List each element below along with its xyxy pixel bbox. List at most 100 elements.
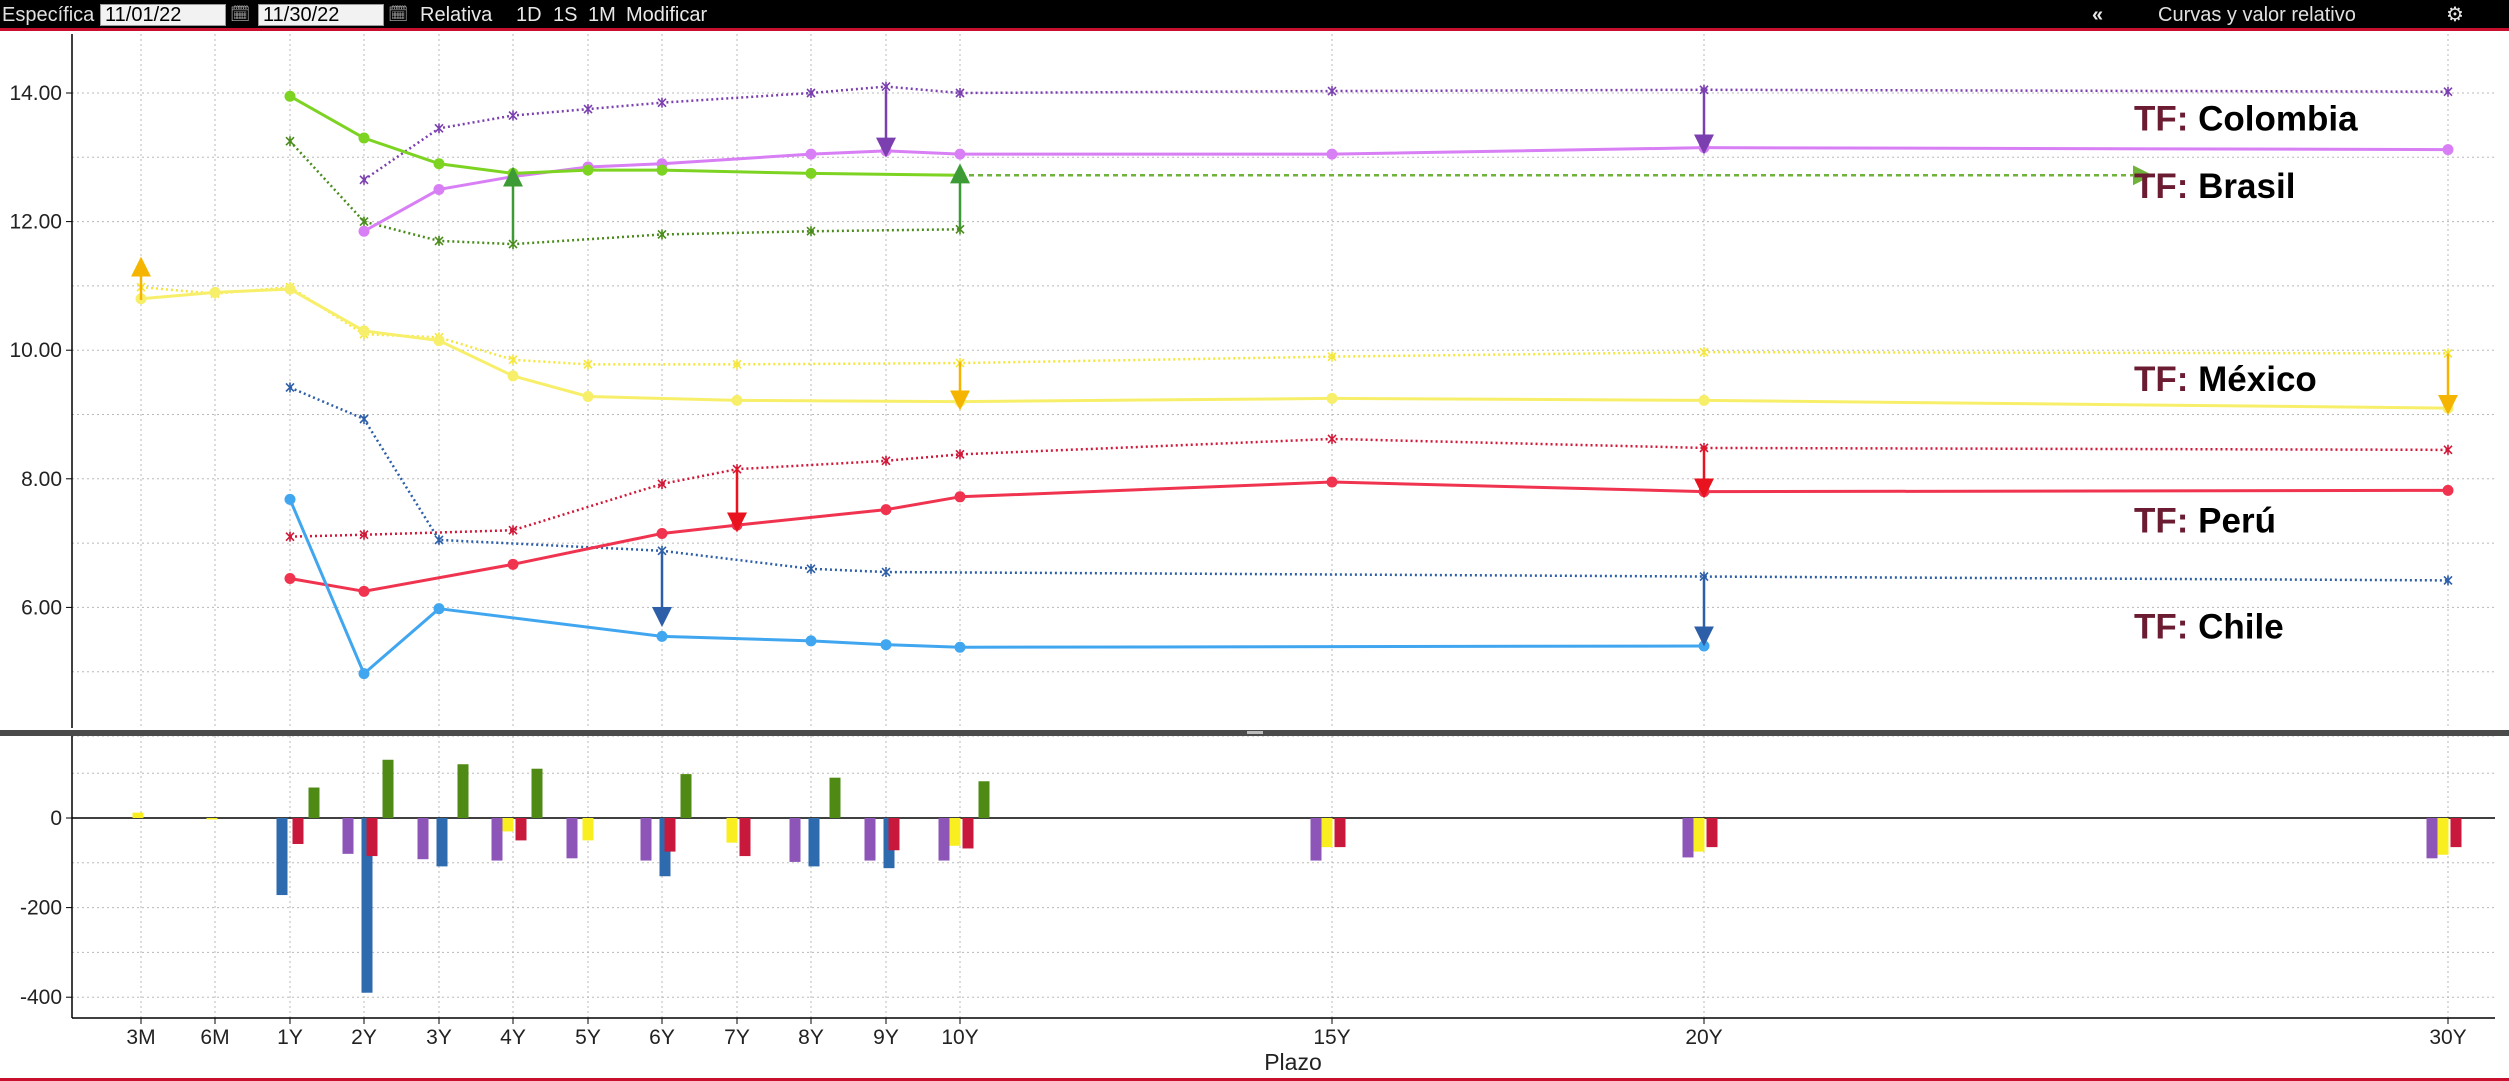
point-chile-9y (881, 567, 891, 578)
bar-mexico-5y (582, 818, 594, 841)
gear-icon[interactable]: ⚙ (2446, 4, 2464, 26)
bar-brasil-3y (457, 764, 469, 818)
point-mexico-20y (1698, 394, 1710, 406)
point-chile-20y (1698, 640, 1710, 652)
point-colombia-2y (358, 225, 370, 237)
period-1d-button[interactable]: 1D (516, 4, 542, 26)
annotation-prefix: TF: (2134, 167, 2198, 206)
annotation-country: Colombia (2198, 100, 2358, 139)
point-peru-30y (2442, 484, 2454, 496)
axes (0, 34, 2509, 1024)
point-colombia-8y (805, 148, 817, 160)
calendar-icon[interactable]: 🗓 (230, 6, 251, 23)
point-brasil-5y (582, 164, 594, 176)
change-arrows (131, 89, 2458, 647)
annotation-prefix: TF: (2134, 360, 2198, 399)
point-chile-30y (2443, 575, 2453, 586)
y-tick-label: -200 (20, 897, 62, 920)
annotation-peru: TF: Perú (2134, 502, 2276, 541)
annotation-chile: TF: Chile (2134, 608, 2284, 647)
mode-label[interactable]: Específica (2, 4, 95, 26)
bar-colombia-8y (789, 818, 801, 862)
x-tick-label: 5Y (575, 1026, 601, 1049)
tick-labels: 14.00 12.00 10.00 8.00 6.00 0 -200 -400 3M 6M 1Y 2Y… (9, 82, 2466, 1075)
annotation-mexico: TF: México (2134, 360, 2317, 399)
point-colombia-10y (955, 88, 965, 98)
point-mexico-6m (209, 286, 221, 298)
series-line-chile-dotted (289, 386, 2449, 582)
end-date-input[interactable] (258, 4, 384, 26)
annotation-country: Brasil (2198, 167, 2295, 206)
series-line-peru-solid (289, 480, 2449, 593)
modify-button[interactable]: Modificar (626, 4, 708, 26)
point-mexico-5y (583, 359, 593, 370)
point-peru-10y (954, 491, 966, 503)
point-mexico-20y (1699, 347, 1709, 358)
point-brasil-8y (805, 167, 817, 179)
relative-button[interactable]: Relativa (420, 4, 493, 26)
point-mexico-1y (284, 283, 296, 295)
period-1m-button[interactable]: 1M (588, 4, 616, 26)
bar-mexico-4y (502, 818, 514, 832)
bar-mexico-3m (132, 812, 144, 818)
bar-colombia-9y (864, 818, 876, 861)
point-brasil-1y (285, 136, 295, 147)
curve-lines (135, 81, 2454, 680)
upper-grid (72, 34, 2495, 737)
bar-mexico-20y (1693, 818, 1705, 852)
bar-colombia-20y (1682, 818, 1694, 858)
bar-peru-6y (664, 818, 676, 852)
start-date-input[interactable] (100, 4, 226, 26)
bar-colombia-10y (938, 818, 950, 861)
bar-brasil-8y (829, 777, 841, 818)
y-tick-label: 6.00 (21, 596, 62, 619)
bar-chile-3y (436, 818, 448, 867)
point-brasil-3y (434, 235, 444, 246)
y-tick-label: -400 (20, 986, 62, 1009)
series-line-colombia-dotted (363, 85, 2449, 181)
point-colombia-10y (954, 148, 966, 160)
point-peru-9y (881, 455, 891, 466)
point-colombia-15y (1326, 148, 1338, 160)
annotation-prefix: TF: (2134, 502, 2198, 541)
point-brasil-8y (806, 226, 816, 237)
bar-brasil-10y (978, 781, 990, 818)
bar-peru-4y (515, 818, 527, 841)
period-1s-button[interactable]: 1S (553, 4, 578, 26)
point-brasil-3y (433, 158, 445, 170)
annotation-country: México (2198, 360, 2317, 399)
bar-peru-30y (2450, 818, 2462, 848)
point-peru-4y (507, 558, 519, 570)
y-tick-label: 14.00 (9, 82, 62, 105)
point-peru-10y (955, 449, 965, 460)
x-tick-label: 6Y (649, 1026, 675, 1049)
x-tick-label: 2Y (351, 1026, 377, 1049)
calendar-icon[interactable]: 🗓 (388, 6, 409, 23)
collapse-button[interactable]: « (2092, 4, 2104, 26)
point-colombia-5y (583, 104, 593, 115)
point-peru-9y (880, 504, 892, 516)
bar-brasil-4y (531, 768, 543, 818)
lower-grid (72, 736, 2495, 1018)
x-axis-label: Plazo (1264, 1049, 1322, 1075)
bar-peru-2y (366, 818, 378, 857)
x-tick-label: 10Y (941, 1026, 978, 1049)
bar-peru-7y (739, 818, 751, 857)
point-chile-2y (359, 414, 369, 425)
x-tick-label: 8Y (798, 1026, 824, 1049)
point-chile-10y (954, 641, 966, 653)
series-line-mexico-solid (140, 287, 2449, 410)
point-mexico-15y (1327, 351, 1337, 362)
bar-chile-2y (361, 818, 373, 993)
bar-mexico-30y (2437, 818, 2449, 855)
bar-chile-1y (276, 818, 288, 896)
bar-peru-9y (888, 818, 900, 851)
series-line-mexico-dotted (140, 285, 2449, 366)
point-colombia-4y (508, 110, 518, 121)
point-mexico-5y (582, 390, 594, 402)
point-peru-4y (508, 525, 518, 536)
x-tick-label: 7Y (724, 1026, 750, 1049)
point-peru-15y (1326, 476, 1338, 488)
point-peru-2y (359, 529, 369, 540)
point-peru-1y (285, 531, 295, 542)
